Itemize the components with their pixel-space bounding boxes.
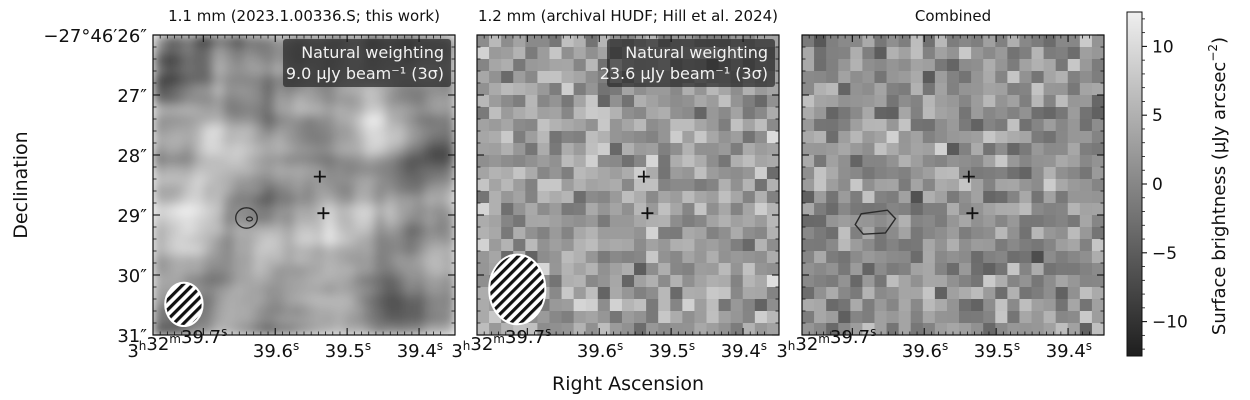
source-marker (313, 170, 326, 183)
x-tick-label: 3h32m39.7s (127, 325, 227, 362)
x-tick-label: 39.4s (1046, 339, 1092, 362)
x-tick-label: 39.6s (577, 339, 623, 362)
panel-2: Natural weighting 23.6 µJy beam⁻¹ (3σ) 3h3… (451, 7, 780, 362)
y-tick-label: 28″ (117, 146, 147, 167)
annotation-line: Natural weighting (625, 43, 768, 62)
colorbar-gradient (1126, 11, 1143, 357)
y-tick-label: 31″ (117, 326, 147, 347)
x-tick-label: 39.6s (902, 339, 948, 362)
x-tick-label: 3h32m39.7s (776, 325, 876, 362)
x-tick-label: 39.5s (649, 339, 695, 362)
x-tick-label: 39.5s (974, 339, 1020, 362)
x-tick-label: 39.6s (253, 339, 299, 362)
source-marker (962, 170, 975, 183)
y-tick-label: 27″ (117, 86, 147, 107)
annotation-line: 9.0 µJy beam⁻¹ (3σ) (286, 64, 444, 83)
x-tick-label: 39.4s (721, 339, 767, 362)
x-tick-label: 39.5s (325, 339, 371, 362)
annotation-box (607, 39, 775, 87)
annotation-box (283, 39, 451, 87)
contour (235, 207, 258, 229)
panel-image (153, 35, 455, 335)
contour-inner (245, 216, 254, 222)
x-tick-label: 3h32m39.7s (451, 325, 551, 362)
colorbar-tick-label: −10 (1152, 313, 1188, 333)
colorbar-tick-label: 0 (1152, 175, 1163, 195)
source-marker (966, 207, 979, 220)
beam-ellipse (488, 253, 547, 326)
annotation-line: Natural weighting (301, 43, 444, 62)
y-tick-label: 29″ (117, 206, 147, 227)
source-marker (317, 207, 330, 220)
colorbar: 10 5 0 −5 −10 Surface brightness (µJy arcsec−… (1126, 11, 1230, 357)
colorbar-label: Surface brightness (µJy arcsec−2) (1206, 37, 1230, 335)
y-tick-label: 30″ (117, 266, 147, 287)
beam-ellipse (164, 281, 204, 327)
source-marker (641, 207, 654, 220)
panel-title: 1.2 mm (archival HUDF; Hill et al. 2024) (478, 7, 778, 25)
x-axis-label: Right Ascension (552, 373, 704, 395)
contour (854, 209, 897, 235)
panel-3: 3h32m39.7s 39.6s 39.5s 39.4s Combined (776, 7, 1105, 362)
panel-title: 1.1 mm (2023.1.00336.S; this work) (168, 7, 440, 25)
y-tick-label: −27°46′26″ (43, 26, 147, 47)
panel-image (802, 35, 1104, 335)
colorbar-tick-label: 10 (1152, 37, 1174, 57)
annotation-line: 23.6 µJy beam⁻¹ (3σ) (600, 64, 768, 83)
panel-1: Natural weighting 9.0 µJy beam⁻¹ (3σ) 3h32… (43, 7, 456, 362)
colorbar-tick-label: −5 (1152, 244, 1177, 264)
colorbar-tick-label: 5 (1152, 106, 1163, 126)
y-axis-label: Declination (10, 131, 32, 238)
panel-title: Combined (915, 7, 991, 25)
source-marker (637, 170, 650, 183)
x-tick-label: 39.4s (397, 339, 443, 362)
